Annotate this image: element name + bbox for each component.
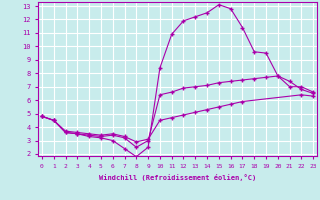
X-axis label: Windchill (Refroidissement éolien,°C): Windchill (Refroidissement éolien,°C) [99, 174, 256, 181]
